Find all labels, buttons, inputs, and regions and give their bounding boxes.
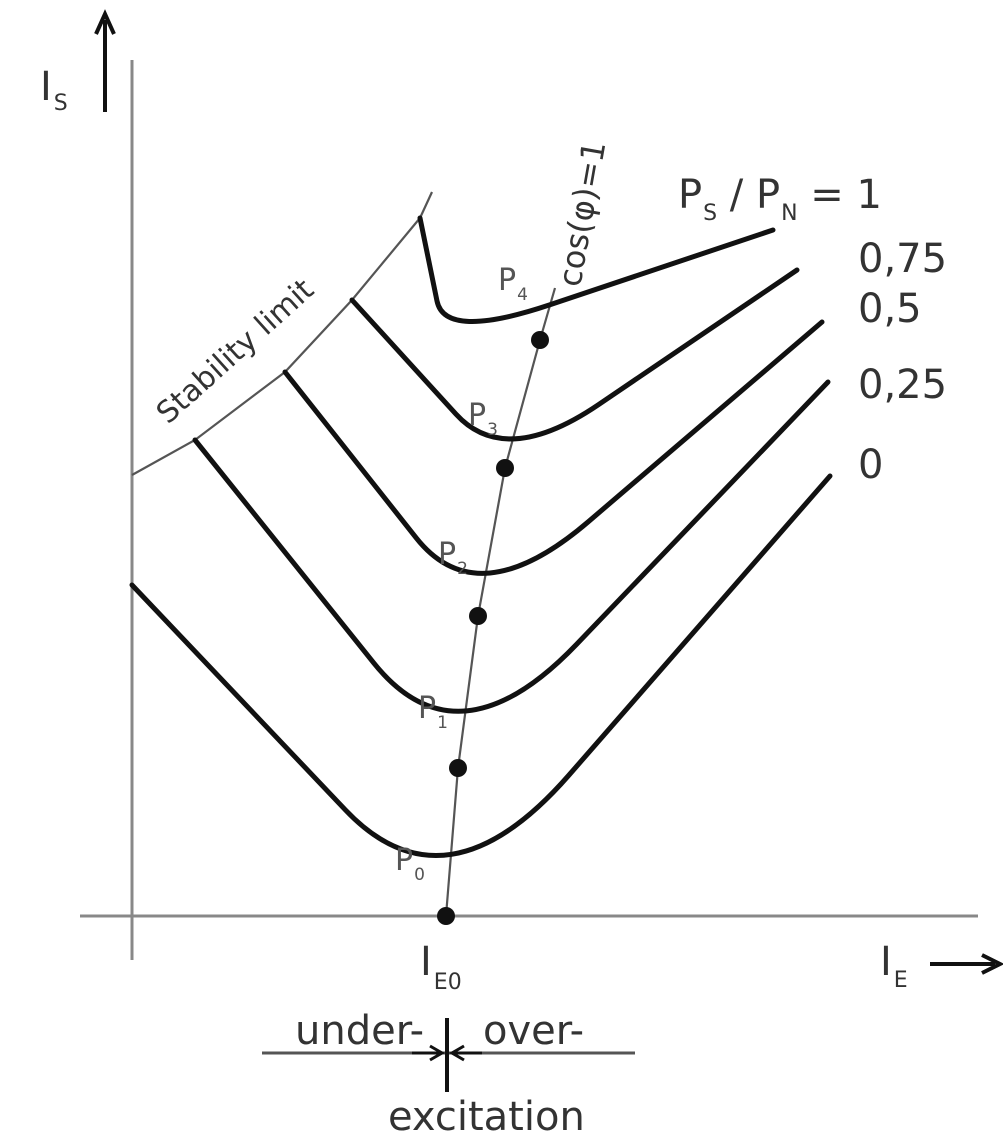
x-axis-label: IE: [880, 939, 908, 993]
operating-point-2: [469, 607, 487, 625]
operating-point-3: [496, 459, 514, 477]
curves: [129, 215, 833, 858]
stability-limit-label: Stability limit: [150, 272, 321, 431]
curve-series-0: [417, 215, 776, 324]
operating-point-4: [531, 331, 549, 349]
operating-points: [437, 331, 549, 925]
x-axis-arrow-icon: [930, 953, 1003, 975]
stability-limit-line: [131, 191, 433, 476]
cos-phi-1-line: [444, 287, 557, 917]
operating-point-1: [449, 759, 467, 777]
curve-series-3: [192, 379, 831, 714]
curve-label-0-25: 0,25: [858, 362, 947, 408]
y-axis-arrow-icon: [94, 9, 116, 112]
curve-series-2: [282, 319, 825, 576]
curve-label-0: 0: [858, 442, 883, 488]
x-tick-ie0: IE0: [420, 939, 462, 995]
point-label-p4: P4: [498, 263, 528, 305]
operating-point-0: [437, 907, 455, 925]
over-arrow-icon: [449, 1044, 482, 1062]
excitation-label: excitation: [388, 1094, 585, 1137]
y-axis-label: IS: [40, 64, 68, 116]
point-label-p1: P1: [418, 691, 448, 733]
curve-series-4: [129, 473, 833, 858]
ratio-label: PS / PN = 1: [678, 172, 882, 226]
excitation-indicator: under- over- excitation: [262, 1008, 635, 1137]
point-label-p3: P3: [468, 398, 498, 440]
point-label-p0: P0: [395, 843, 425, 885]
axes: [80, 9, 1003, 975]
curve-label-0-5: 0,5: [858, 286, 922, 332]
curve-label-0-75: 0,75: [858, 236, 947, 282]
under-excitation-label: under-: [295, 1008, 424, 1054]
curve-series-1: [349, 267, 800, 442]
cos-phi-label: cos(φ)=1: [550, 138, 613, 289]
under-arrow-icon: [412, 1044, 445, 1062]
point-label-p2: P2: [438, 537, 468, 579]
over-excitation-label: over-: [483, 1008, 584, 1054]
